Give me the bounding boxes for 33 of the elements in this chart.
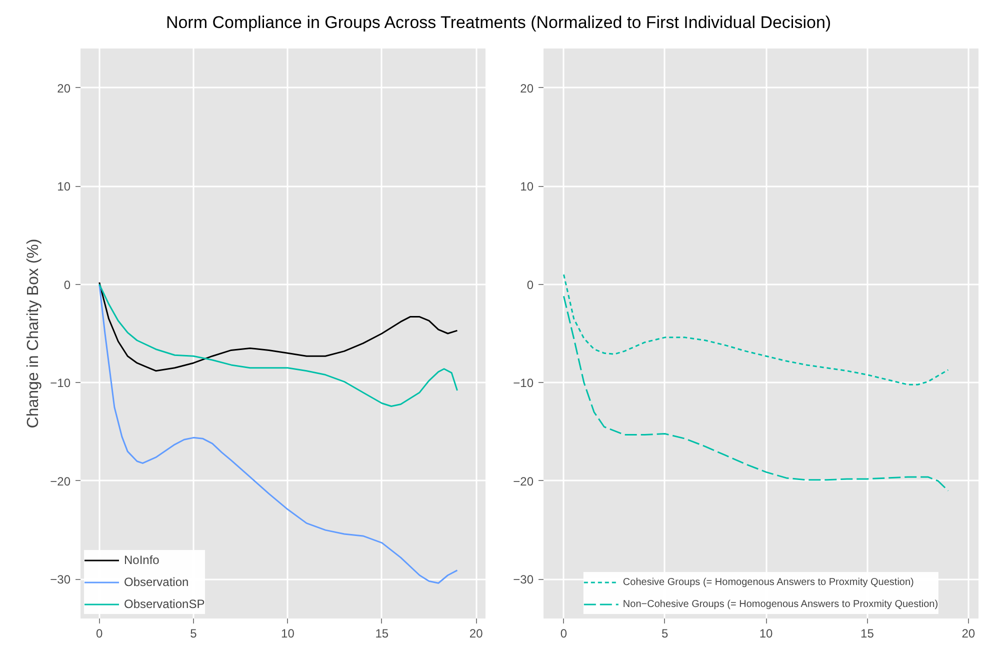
y-tick-label: 20 (57, 81, 71, 96)
x-tick-label: 20 (469, 626, 484, 640)
y-axis-title: Change in Charity Box (%) (25, 238, 42, 428)
y-tick-label: −30 (513, 572, 534, 587)
legend-label: NoInfo (124, 553, 160, 567)
legend-label: Cohesive Groups (= Homogenous Answers to Proxmity Question) (622, 576, 914, 588)
y-tick-label: 10 (57, 180, 71, 194)
x-tick-label: 10 (281, 626, 295, 640)
x-tick-label: 10 (759, 626, 774, 640)
x-tick-label: 5 (662, 626, 669, 640)
y-tick-label: −30 (50, 572, 71, 587)
y-tick-label: −10 (513, 376, 534, 390)
legend-label: Observation (124, 575, 189, 589)
y-tick-label: 0 (64, 278, 71, 292)
y-tick-label: −10 (50, 376, 71, 390)
line-series (562, 274, 949, 386)
line-series (98, 282, 458, 372)
x-tick-label: 15 (860, 626, 874, 640)
x-tick-label: 0 (96, 626, 103, 640)
y-tick-label: −20 (50, 474, 71, 488)
y-tick-label: 0 (526, 278, 534, 292)
legend-label: Non−Cohesive Groups (= Homogenous Answers to Proxmity Question) (622, 598, 938, 610)
x-tick-label: 0 (560, 626, 568, 640)
chart-title: Norm Compliance in Groups Across Treatments (Normalized to First Individual Decision) (166, 12, 832, 34)
y-tick-label: −20 (513, 474, 534, 488)
x-tick-label: 20 (962, 626, 976, 640)
line-series (98, 284, 458, 407)
y-tick-label: 20 (520, 81, 534, 96)
legend-label: ObservationSP (124, 597, 205, 611)
y-tick-label: 10 (520, 180, 534, 194)
line-series (562, 295, 949, 492)
x-tick-label: 5 (190, 626, 198, 640)
x-tick-label: 15 (375, 626, 389, 640)
